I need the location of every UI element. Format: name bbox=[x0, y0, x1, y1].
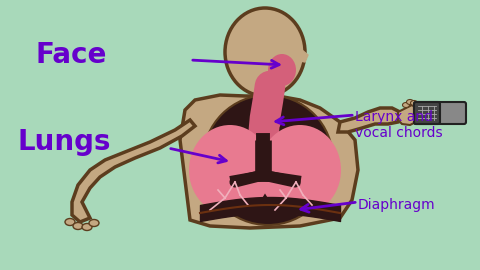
FancyBboxPatch shape bbox=[414, 102, 440, 124]
Polygon shape bbox=[255, 96, 278, 107]
Polygon shape bbox=[72, 120, 195, 222]
Text: Larynx and
vocal chords: Larynx and vocal chords bbox=[355, 110, 443, 140]
Ellipse shape bbox=[203, 95, 333, 225]
Ellipse shape bbox=[82, 224, 92, 231]
Ellipse shape bbox=[415, 103, 421, 109]
Ellipse shape bbox=[73, 222, 83, 230]
Ellipse shape bbox=[251, 111, 281, 133]
Ellipse shape bbox=[189, 125, 271, 215]
Text: Lungs: Lungs bbox=[18, 128, 111, 156]
Polygon shape bbox=[180, 95, 358, 228]
Ellipse shape bbox=[65, 218, 75, 225]
Ellipse shape bbox=[259, 125, 341, 215]
Text: Face: Face bbox=[35, 41, 107, 69]
Ellipse shape bbox=[225, 8, 305, 96]
Ellipse shape bbox=[268, 54, 296, 86]
Ellipse shape bbox=[410, 100, 418, 106]
FancyBboxPatch shape bbox=[414, 102, 466, 124]
Polygon shape bbox=[295, 50, 308, 62]
Text: Diaphragm: Diaphragm bbox=[358, 198, 436, 212]
Ellipse shape bbox=[89, 220, 99, 227]
Ellipse shape bbox=[403, 103, 409, 107]
Ellipse shape bbox=[407, 100, 413, 104]
Polygon shape bbox=[338, 108, 400, 132]
Polygon shape bbox=[398, 105, 418, 125]
